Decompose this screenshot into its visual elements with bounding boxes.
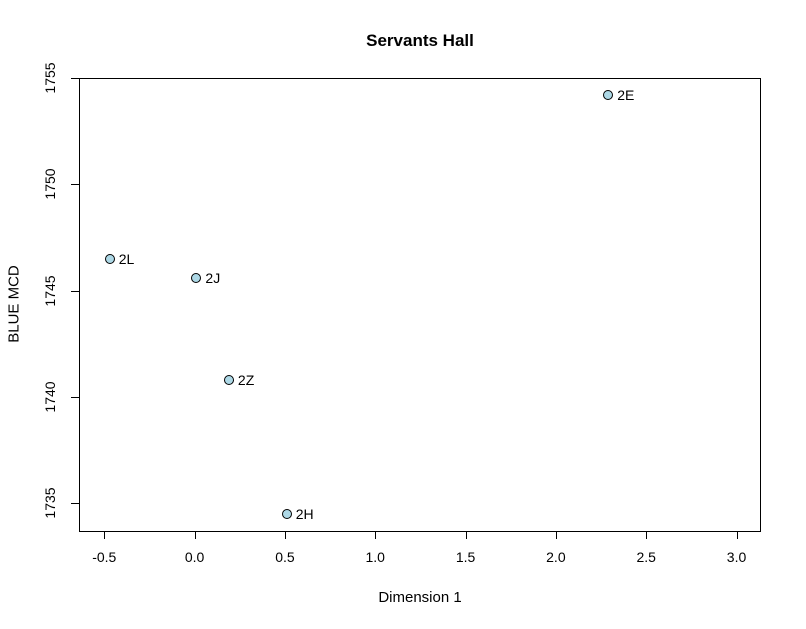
x-axis-tick-label: 1.5 (455, 549, 476, 565)
x-axis-tick (194, 531, 196, 539)
data-point-label: 2J (205, 269, 221, 286)
plot-area (79, 78, 761, 532)
chart-title: Servants Hall (366, 31, 474, 50)
data-point (281, 508, 292, 519)
y-axis-tick (71, 397, 79, 398)
y-axis-tick (71, 290, 79, 292)
x-axis-tick (375, 531, 377, 539)
y-axis-label: BLUE MCD (5, 265, 23, 343)
data-point-label: 2E (617, 87, 635, 103)
x-axis-tick-label: 3.0 (726, 549, 747, 565)
x-axis-tick-label: 2.0 (546, 549, 566, 565)
x-axis-tick-label: -0.5 (92, 549, 117, 565)
x-axis-tick (555, 531, 557, 539)
x-axis-tick (465, 531, 467, 539)
x-axis-label: Dimension 1 (378, 589, 462, 606)
x-axis-tick (284, 531, 286, 539)
data-point (104, 253, 115, 264)
y-axis-tick-label: 1750 (42, 168, 58, 200)
data-point-label: 2L (118, 250, 135, 267)
x-axis-tick (104, 531, 106, 539)
x-axis-tick-label: 2.5 (636, 549, 656, 565)
data-point (223, 375, 234, 385)
x-axis-tick (646, 531, 648, 539)
x-axis-tick (736, 531, 738, 539)
x-axis-tick-label: 0.0 (184, 549, 205, 565)
y-axis-tick-label: 1735 (42, 487, 58, 519)
y-axis-tick (71, 184, 79, 186)
y-axis-tick-label: 1745 (42, 275, 58, 307)
data-point (191, 272, 202, 283)
data-point-label: 2H (295, 505, 314, 522)
data-point (603, 90, 614, 100)
data-point-label: 2Z (237, 372, 255, 388)
y-axis-tick (71, 503, 79, 505)
y-axis-tick (71, 78, 79, 79)
y-axis-tick-label: 1740 (42, 381, 58, 413)
x-axis-tick-label: 0.5 (275, 549, 295, 565)
y-axis-tick-label: 1755 (42, 62, 58, 94)
x-axis-tick-label: 1.0 (365, 549, 385, 565)
